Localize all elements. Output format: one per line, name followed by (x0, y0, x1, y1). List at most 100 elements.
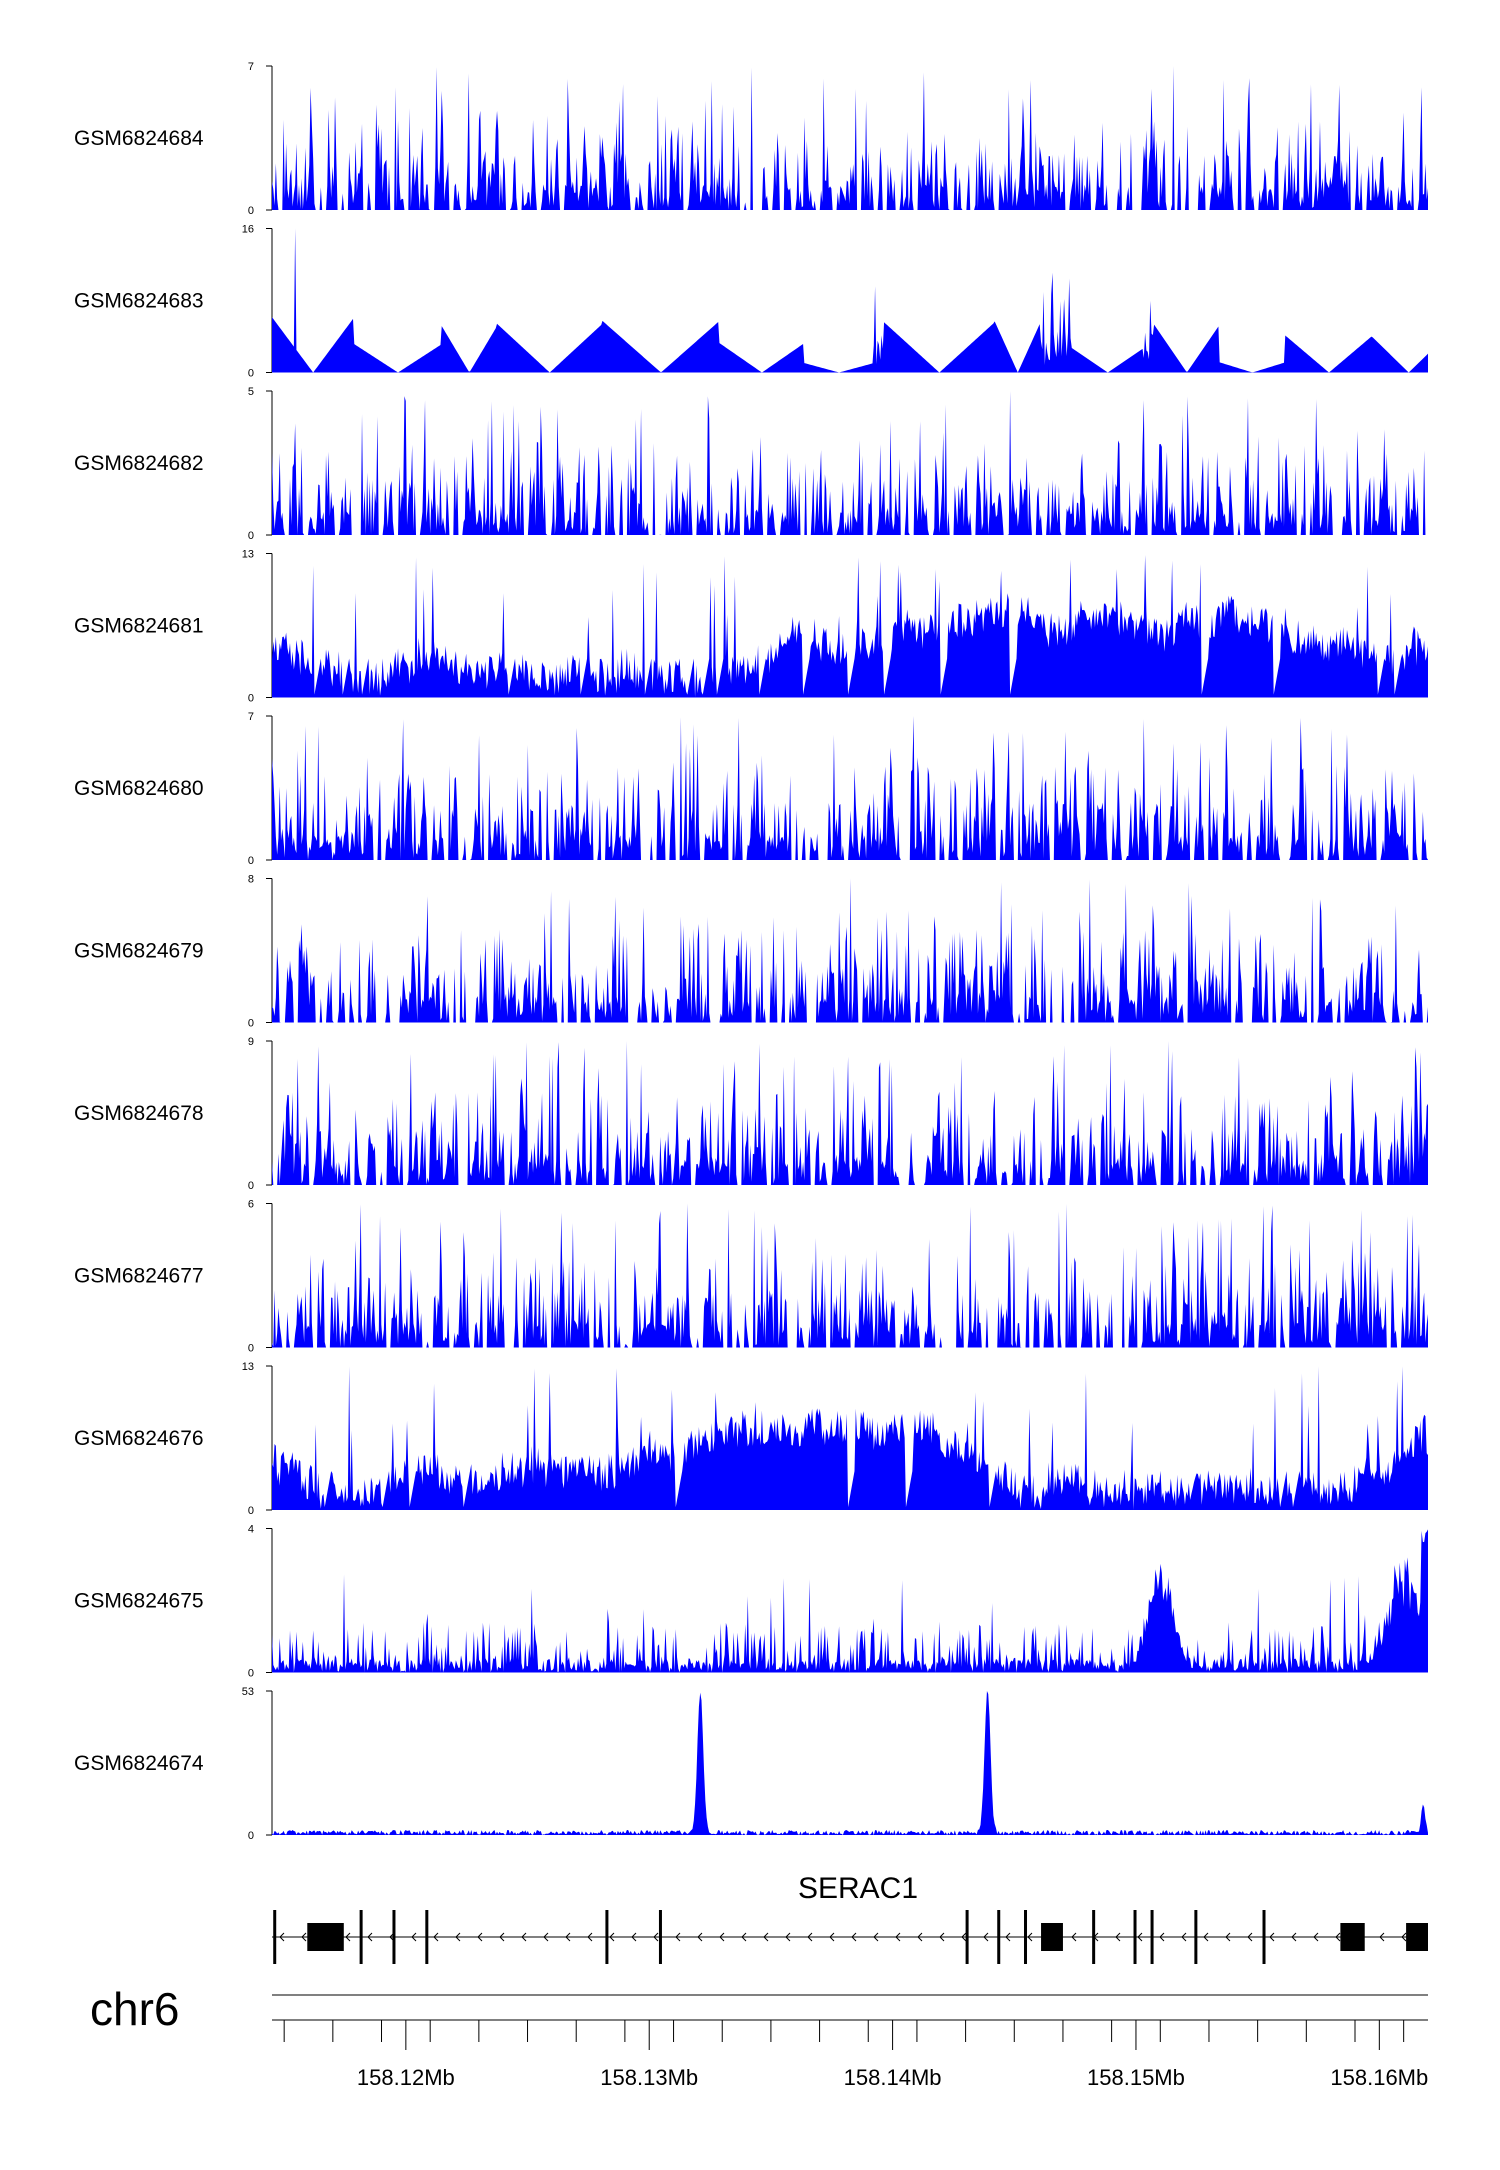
track-label: GSM6824682 (74, 452, 204, 475)
track-GSM6824676: GSM6824676 13 0 (74, 1361, 1428, 1517)
strand-arrow (1291, 1932, 1297, 1942)
exon (1133, 1910, 1137, 1964)
y-zero-label: 0 (248, 693, 254, 705)
exon (658, 1910, 662, 1964)
strand-arrow (1181, 1932, 1187, 1942)
strand-arrow (675, 1932, 681, 1942)
coverage-area-GSM6824674 (272, 1691, 1428, 1835)
y-zero-label: 0 (248, 205, 254, 217)
strand-arrow (939, 1932, 945, 1942)
strand-arrow (719, 1932, 725, 1942)
coverage-area-GSM6824684 (272, 66, 1428, 210)
strand-arrow (301, 1932, 307, 1942)
y-zero-label: 0 (248, 1668, 254, 1680)
axis-tick-label: 158.13Mb (600, 2065, 698, 2090)
strand-arrow (345, 1932, 351, 1942)
track-label: GSM6824684 (74, 127, 204, 150)
strand-arrow (433, 1932, 439, 1942)
y-zero-label: 0 (248, 1830, 254, 1842)
y-zero-label: 0 (248, 1505, 254, 1517)
strand-arrow (741, 1932, 747, 1942)
genome-axis: chr6 158.12Mb 158.13Mb 158.14Mb 158.15Mb 158.… (90, 1983, 1428, 2090)
gene-name: SERAC1 (798, 1872, 918, 1905)
track-label: GSM6824679 (74, 940, 204, 963)
strand-arrow (1335, 1932, 1341, 1942)
strand-arrow (851, 1932, 857, 1942)
coverage-area-GSM6824678 (272, 1041, 1428, 1185)
track-GSM6824678: GSM6824678 9 0 (74, 1036, 1428, 1192)
y-max-label: 5 (248, 386, 254, 398)
track-GSM6824682: GSM6824682 5 0 (74, 386, 1428, 542)
y-zero-label: 0 (248, 530, 254, 542)
y-max-label: 4 (248, 1524, 254, 1536)
strand-arrow (1313, 1932, 1319, 1942)
strand-arrow (1225, 1932, 1231, 1942)
track-GSM6824680: GSM6824680 7 0 (74, 711, 1428, 867)
strand-arrow (807, 1932, 813, 1942)
y-max-label: 6 (248, 1199, 254, 1211)
strand-arrow (1401, 1932, 1407, 1942)
track-label: GSM6824675 (74, 1590, 204, 1613)
track-label: GSM6824681 (74, 615, 204, 638)
exon (1406, 1923, 1428, 1951)
coverage-area-GSM6824682 (272, 391, 1428, 535)
axis-tick-label: 158.14Mb (844, 2065, 942, 2090)
track-GSM6824679: GSM6824679 8 0 (74, 874, 1428, 1030)
strand-arrow (785, 1932, 791, 1942)
y-max-label: 13 (242, 1361, 254, 1373)
y-zero-label: 0 (248, 1180, 254, 1192)
axis-tick-label: 158.16Mb (1330, 2065, 1428, 2090)
track-label: GSM6824678 (74, 1102, 204, 1125)
coverage-tracks: GSM682468470GSM6824683160GSM682468250GSM… (74, 61, 1428, 1842)
coverage-area-GSM6824681 (272, 554, 1428, 698)
track-GSM6824684: GSM6824684 7 0 (74, 61, 1428, 217)
y-max-label: 16 (242, 224, 254, 236)
y-max-label: 53 (242, 1686, 254, 1698)
track-label: GSM6824674 (74, 1752, 204, 1775)
axis-tick-label: 158.12Mb (357, 2065, 455, 2090)
exon (1194, 1910, 1198, 1964)
y-max-label: 8 (248, 874, 254, 886)
strand-arrow (1203, 1932, 1209, 1942)
track-GSM6824675: GSM6824675 4 0 (74, 1524, 1428, 1680)
strand-arrow (1071, 1932, 1077, 1942)
exon (1024, 1910, 1028, 1964)
track-label: GSM6824677 (74, 1265, 204, 1288)
strand-arrow (521, 1932, 527, 1942)
exon (307, 1923, 344, 1951)
strand-arrow (961, 1932, 967, 1942)
y-zero-label: 0 (248, 1018, 254, 1030)
y-zero-label: 0 (248, 855, 254, 867)
exon (392, 1910, 396, 1964)
strand-arrow (565, 1932, 571, 1942)
exon (425, 1910, 429, 1964)
y-max-label: 7 (248, 711, 254, 723)
gene-track: SERAC1 (272, 1872, 1428, 1964)
coverage-area-GSM6824675 (272, 1529, 1428, 1673)
track-label: GSM6824683 (74, 290, 204, 313)
strand-arrow (1159, 1932, 1165, 1942)
strand-arrow (411, 1932, 417, 1942)
strand-arrow (653, 1932, 659, 1942)
track-GSM6824683: GSM6824683 16 0 (74, 224, 1428, 380)
strand-arrow (983, 1932, 989, 1942)
strand-arrow (499, 1932, 505, 1942)
y-zero-label: 0 (248, 1343, 254, 1355)
y-max-label: 13 (242, 549, 254, 561)
coverage-area-GSM6824680 (272, 716, 1428, 860)
chromosome-label: chr6 (90, 1983, 179, 2035)
strand-arrow (1027, 1932, 1033, 1942)
axis-tick-label: 158.15Mb (1087, 2065, 1185, 2090)
exon (359, 1910, 363, 1964)
strand-arrow (477, 1932, 483, 1942)
y-max-label: 9 (248, 1036, 254, 1048)
exon (997, 1910, 1001, 1964)
track-GSM6824677: GSM6824677 6 0 (74, 1199, 1428, 1355)
strand-arrow (763, 1932, 769, 1942)
strand-arrow (1115, 1932, 1121, 1942)
strand-arrow (917, 1932, 923, 1942)
track-label: GSM6824676 (74, 1427, 204, 1450)
track-GSM6824674: GSM6824674 53 0 (74, 1686, 1428, 1842)
strand-arrow (609, 1932, 615, 1942)
